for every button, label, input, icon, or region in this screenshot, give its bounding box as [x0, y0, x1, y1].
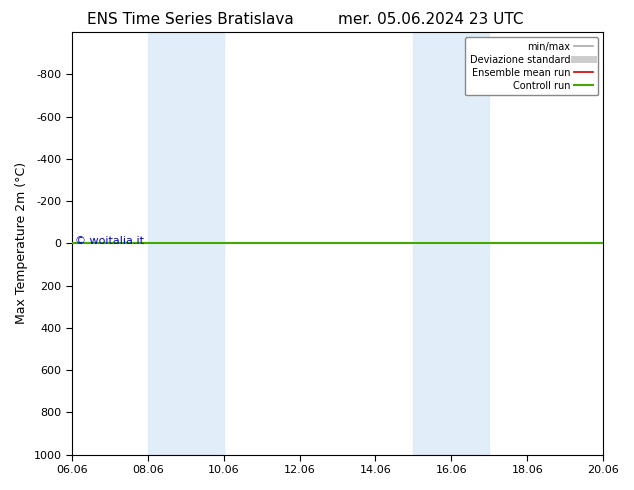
Text: mer. 05.06.2024 23 UTC: mer. 05.06.2024 23 UTC [339, 12, 524, 27]
Text: ENS Time Series Bratislava: ENS Time Series Bratislava [87, 12, 294, 27]
Bar [413, 32, 489, 455]
Text: © woitalia.it: © woitalia.it [75, 236, 144, 246]
Legend: min/max, Deviazione standard, Ensemble mean run, Controll run: min/max, Deviazione standard, Ensemble m… [465, 37, 598, 96]
Y-axis label: Max Temperature 2m (°C): Max Temperature 2m (°C) [15, 162, 28, 324]
Bar [148, 32, 224, 455]
